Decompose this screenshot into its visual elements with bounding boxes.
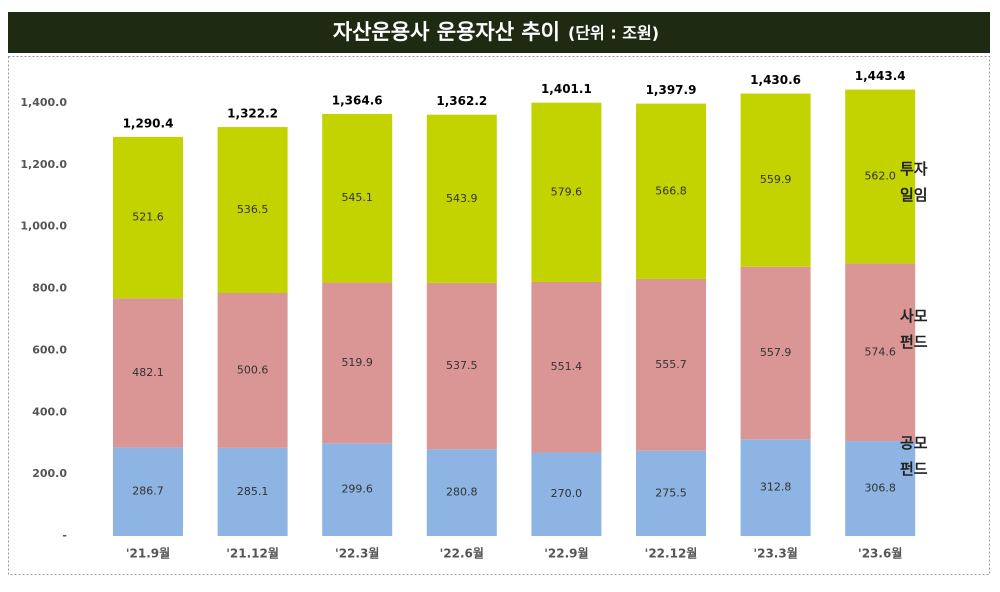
bar-value-label: 562.0 — [864, 169, 896, 182]
total-label: 1,322.2 — [227, 107, 278, 121]
bar-segment — [531, 281, 602, 453]
bar-segment — [636, 103, 706, 279]
x-tick-label: '22.9월 — [544, 546, 588, 561]
bar-value-label: 537.5 — [446, 359, 478, 372]
bar-value-label: 519.9 — [341, 356, 373, 369]
bar-segment — [636, 450, 706, 536]
bar-segment — [322, 282, 393, 444]
bar-segment — [636, 278, 706, 451]
x-tick-label: '23.6월 — [858, 546, 902, 561]
x-tick-label: '23.3월 — [753, 546, 797, 561]
bar-value-label: 521.6 — [132, 211, 164, 224]
bar-segment — [845, 441, 916, 536]
y-tick-label: 600.0 — [32, 343, 67, 356]
bar-value-label: 555.7 — [655, 358, 687, 371]
x-tick-label: '22.3월 — [335, 546, 379, 561]
legend-entry: 공모 펀드 — [900, 434, 928, 478]
bar-segment — [217, 292, 288, 448]
bar-segment — [322, 443, 393, 536]
total-label: 1,430.6 — [750, 73, 801, 87]
bar-value-label: 270.0 — [551, 487, 583, 500]
y-tick-label: 200.0 — [32, 467, 67, 480]
bar-value-label: 545.1 — [341, 191, 373, 204]
x-tick-label: '22.6월 — [440, 546, 484, 561]
y-tick-label: 1,400.0 — [20, 96, 67, 109]
bar-value-label: 306.8 — [864, 482, 896, 495]
y-tick-label: - — [62, 529, 67, 542]
total-label: 1,290.4 — [123, 116, 174, 130]
x-tick-label: '21.12월 — [226, 546, 279, 561]
bar-value-label: 299.6 — [341, 483, 373, 496]
bar-value-label: 275.5 — [655, 486, 687, 499]
total-label: 1,397.9 — [646, 83, 697, 97]
legend-entry: 투자 일임 — [900, 160, 928, 204]
bar-value-label: 579.6 — [551, 185, 583, 198]
bar-value-label: 285.1 — [237, 485, 269, 498]
bar-value-label: 566.8 — [655, 184, 687, 197]
bar-segment — [845, 89, 916, 264]
x-tick-label: '21.9월 — [126, 546, 170, 561]
bar-segment — [113, 447, 183, 536]
bar-value-label: 543.9 — [446, 192, 478, 205]
legend-entry: 사모 펀드 — [900, 307, 928, 351]
bar-segment — [740, 439, 811, 536]
total-label: 1,443.4 — [855, 69, 906, 83]
bar-segment — [217, 447, 288, 536]
bar-segment — [217, 127, 288, 293]
bar-value-label: 280.8 — [446, 486, 478, 499]
x-tick-label: '22.12월 — [645, 546, 698, 561]
y-tick-label: 1,200.0 — [20, 158, 67, 171]
chart-frame — [8, 56, 990, 575]
bar-segment — [531, 102, 602, 282]
bar-value-label: 312.8 — [760, 481, 792, 494]
bar-segment — [426, 282, 497, 450]
bar-value-label: 286.7 — [132, 485, 164, 498]
bar-segment — [426, 114, 497, 283]
chart-subtitle: (단위 : 조원) — [568, 24, 659, 43]
bar-value-label: 551.4 — [551, 360, 583, 373]
bar-value-label: 536.5 — [237, 203, 269, 216]
bar-segment — [113, 298, 183, 448]
bar-value-label: 559.9 — [760, 173, 792, 186]
total-label: 1,362.2 — [436, 94, 487, 108]
bar-segment — [740, 266, 811, 440]
title-bar — [8, 12, 990, 53]
y-tick-label: 1,000.0 — [20, 220, 67, 233]
chart-title: 자산운용사 운용자산 추이 — [333, 20, 560, 44]
total-label: 1,401.1 — [541, 82, 592, 96]
y-tick-label: 800.0 — [32, 282, 67, 295]
bar-value-label: 574.6 — [864, 345, 896, 358]
y-tick-label: 400.0 — [32, 405, 67, 418]
bar-segment — [740, 93, 811, 267]
bar-value-label: 482.1 — [132, 366, 164, 379]
bar-value-label: 500.6 — [237, 363, 269, 376]
bar-segment — [322, 113, 393, 283]
bar-value-label: 557.9 — [760, 346, 792, 359]
total-label: 1,364.6 — [332, 93, 383, 107]
bar-segment — [426, 449, 497, 536]
bar-segment — [113, 136, 183, 299]
bar-segment — [845, 263, 916, 442]
bar-segment — [531, 452, 602, 536]
